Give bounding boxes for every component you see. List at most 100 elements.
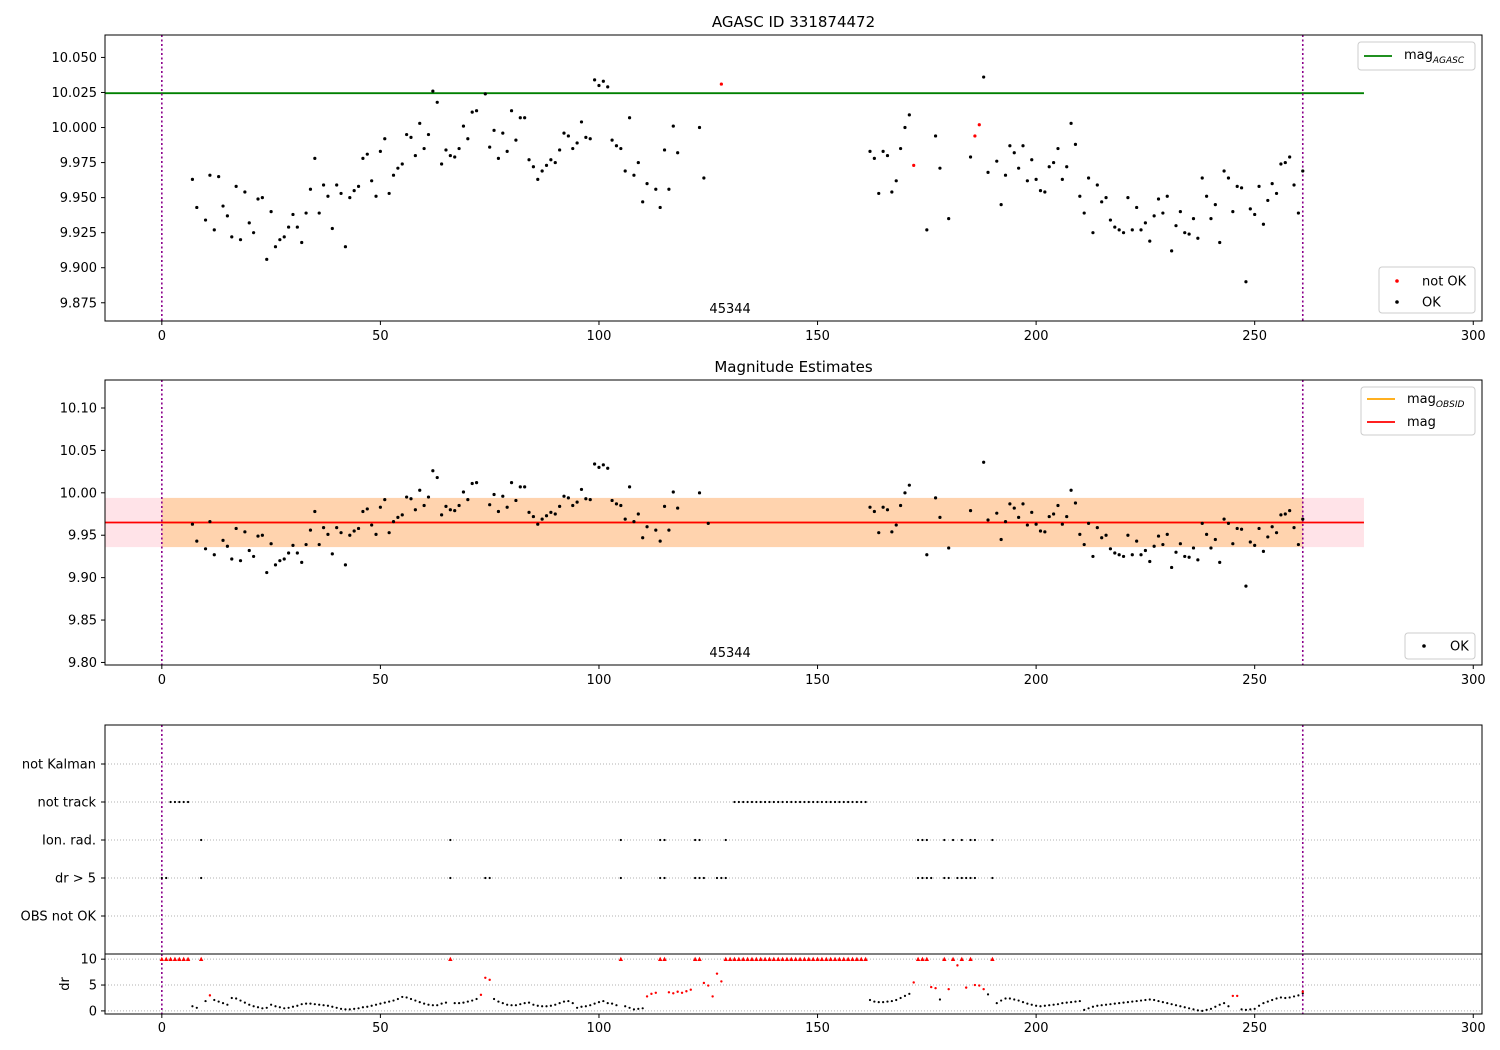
flag-point bbox=[960, 876, 963, 880]
ok-point bbox=[1095, 183, 1099, 187]
flag-point bbox=[973, 838, 977, 842]
ok-point bbox=[1130, 228, 1134, 232]
ok-point bbox=[1021, 502, 1025, 506]
ok-point bbox=[925, 228, 929, 232]
ok-point bbox=[619, 146, 623, 151]
dr-capped-marker bbox=[448, 956, 453, 961]
ok-point bbox=[348, 196, 352, 200]
dr-flagged-point bbox=[702, 981, 706, 985]
flag-point bbox=[759, 800, 762, 804]
legend-label: magAGASC bbox=[1404, 48, 1465, 66]
ok-point bbox=[1034, 522, 1038, 526]
dr-point bbox=[326, 1004, 330, 1007]
legend-label: not OK bbox=[1422, 275, 1467, 290]
ok-point bbox=[256, 197, 260, 201]
flag-point bbox=[698, 876, 701, 880]
ok-point bbox=[1261, 549, 1266, 553]
dr-point bbox=[1017, 999, 1020, 1002]
ok-point bbox=[1126, 196, 1130, 200]
dr-point bbox=[423, 1002, 426, 1005]
ok-point bbox=[1121, 231, 1126, 235]
flag-point bbox=[724, 838, 727, 842]
ok-point bbox=[1187, 555, 1191, 559]
ok-point bbox=[313, 509, 317, 514]
dr-capped-marker bbox=[168, 956, 173, 961]
dr-point bbox=[1069, 1001, 1073, 1004]
x-tick-label: 150 bbox=[805, 1021, 830, 1036]
ok-point bbox=[1043, 190, 1047, 194]
ok-point bbox=[405, 495, 409, 499]
y-tick-label: 10.10 bbox=[60, 401, 97, 416]
ok-point bbox=[1143, 221, 1147, 225]
ok-point bbox=[553, 512, 557, 516]
ok-point bbox=[982, 460, 986, 464]
dr-point bbox=[1157, 999, 1160, 1003]
ok-point bbox=[457, 146, 461, 151]
ok-point bbox=[1056, 503, 1060, 508]
dr-point bbox=[335, 1006, 338, 1009]
dr-point bbox=[637, 1007, 640, 1010]
dr-point bbox=[243, 1001, 246, 1004]
ok-point bbox=[877, 191, 881, 196]
dr-point bbox=[1218, 1003, 1221, 1006]
dr-capped-marker bbox=[657, 956, 663, 961]
x-tick-label: 0 bbox=[158, 673, 166, 688]
dr-capped-marker bbox=[618, 956, 624, 961]
dr-capped-marker bbox=[789, 956, 794, 961]
ok-point bbox=[190, 177, 195, 182]
ok-point bbox=[212, 553, 216, 557]
ok-point bbox=[313, 156, 317, 160]
flag-point bbox=[715, 876, 719, 880]
dr-point bbox=[886, 1000, 889, 1003]
ok-point bbox=[968, 509, 973, 513]
dr-capped-marker bbox=[815, 956, 820, 961]
dr-capped-marker bbox=[727, 956, 733, 961]
ok-point bbox=[907, 483, 911, 487]
y-tick-label: 9.975 bbox=[60, 156, 97, 171]
ok-point bbox=[527, 158, 531, 162]
ok-point bbox=[488, 145, 492, 149]
ok-point bbox=[549, 510, 553, 514]
flag-point bbox=[659, 838, 662, 842]
ok-point bbox=[243, 190, 247, 194]
dr-flagged-point bbox=[650, 992, 653, 996]
dr-capped-marker bbox=[181, 956, 186, 961]
flag-point bbox=[825, 800, 828, 804]
dr-point bbox=[361, 1006, 365, 1009]
ok-point bbox=[361, 156, 365, 160]
ok-point bbox=[1161, 542, 1165, 547]
dr-point bbox=[523, 1002, 526, 1005]
dr-point bbox=[1214, 1005, 1217, 1008]
ok-point bbox=[999, 203, 1003, 207]
ok-point bbox=[1100, 536, 1104, 540]
legend-box bbox=[1357, 41, 1476, 71]
ok-point bbox=[217, 174, 221, 179]
ok-point bbox=[1231, 210, 1235, 214]
flag-point bbox=[746, 800, 749, 804]
flag-point bbox=[921, 838, 924, 842]
dr-point bbox=[506, 1003, 509, 1006]
ok-point bbox=[1222, 169, 1226, 173]
ok-point bbox=[544, 514, 549, 518]
dr-capped-marker bbox=[762, 956, 768, 961]
dr-capped-marker bbox=[754, 956, 759, 961]
ok-point bbox=[636, 512, 640, 516]
flag-point bbox=[742, 800, 745, 804]
ok-point bbox=[1047, 514, 1051, 519]
dr-point bbox=[545, 1005, 548, 1008]
ok-point bbox=[1266, 198, 1270, 203]
dr-point bbox=[353, 1007, 356, 1010]
flag-point bbox=[816, 800, 819, 804]
dr-point bbox=[899, 996, 902, 1000]
ok-point bbox=[426, 132, 431, 137]
flag-point bbox=[969, 838, 972, 842]
dr-point bbox=[882, 1001, 885, 1004]
dr-point bbox=[195, 1006, 198, 1009]
flag-point bbox=[807, 800, 810, 804]
ok-point bbox=[558, 504, 562, 508]
dr-capped-marker bbox=[745, 956, 750, 961]
dr-point bbox=[283, 1007, 286, 1010]
ok-point bbox=[1073, 142, 1078, 146]
ok-point bbox=[676, 151, 680, 155]
dr-point bbox=[986, 993, 990, 996]
